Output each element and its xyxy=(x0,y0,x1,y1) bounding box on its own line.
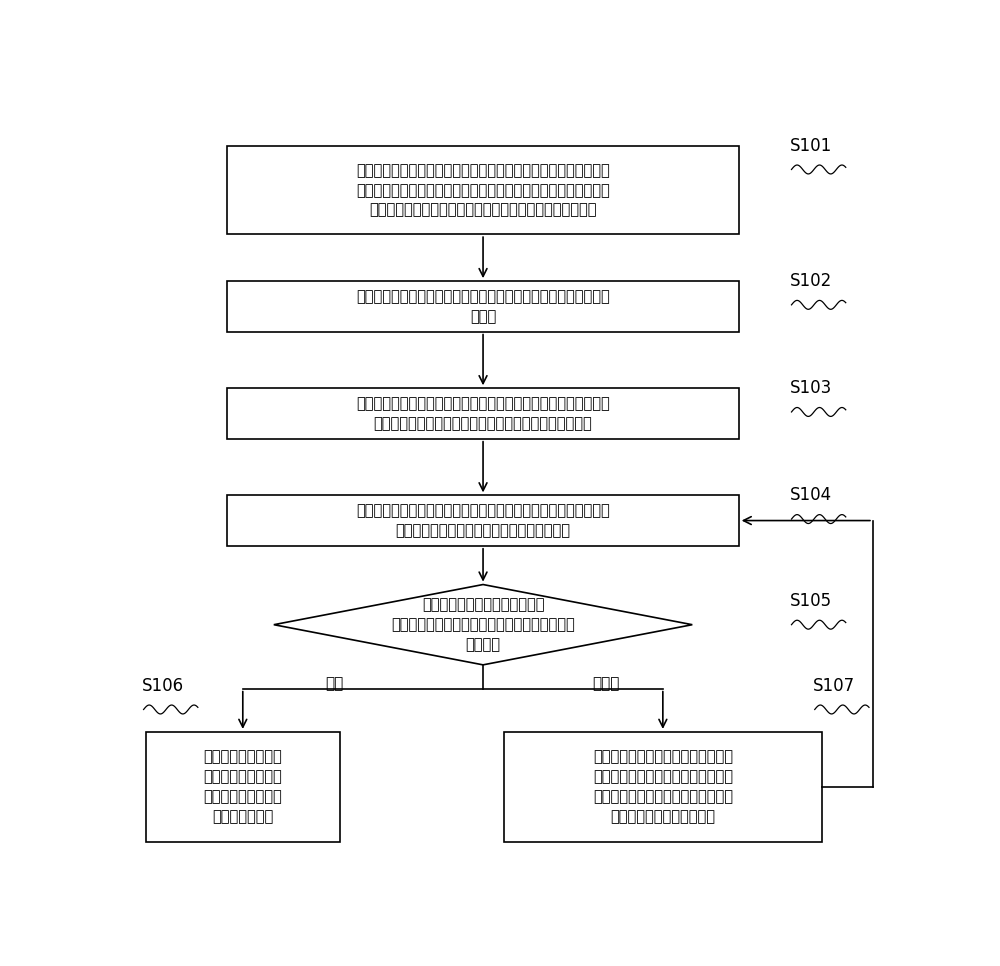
Text: S102: S102 xyxy=(790,272,832,290)
Bar xyxy=(227,147,739,234)
Text: S101: S101 xyxy=(790,136,832,155)
Text: 根据所述的对应层的初始的原状地层电阻率、侵入带电阻率和侵入
半径值，生成对应层的阵列感应模拟响应曲线: 根据所述的对应层的初始的原状地层电阻率、侵入带电阻率和侵入 半径值，生成对应层的… xyxy=(356,503,610,538)
Bar xyxy=(227,496,739,546)
Text: S107: S107 xyxy=(813,676,855,695)
Text: S106: S106 xyxy=(142,676,184,695)
Text: 获取阵列感应测井资料与辅助测井曲线资料，所述阵列感应测井资
料包括从不同阵列单元测量的阵列感应原始响应曲线和由所述阵列
感应原始响应曲线进行合成聚焦处理后的阵列: 获取阵列感应测井资料与辅助测井曲线资料，所述阵列感应测井资 料包括从不同阵列单元… xyxy=(356,163,610,217)
Bar xyxy=(504,732,822,842)
Text: 根据所述阵列感应原始响应曲线，结
合对应层的地质特征，通过交互式反
演修改所述初始的原状地层电阻率、
侵入带电阻率和侵入半径值: 根据所述阵列感应原始响应曲线，结 合对应层的地质特征，通过交互式反 演修改所述初… xyxy=(593,750,733,824)
Bar xyxy=(227,388,739,439)
Bar xyxy=(146,732,340,842)
Text: S104: S104 xyxy=(790,486,832,504)
Text: 不一致: 不一致 xyxy=(592,676,619,691)
Bar xyxy=(227,281,739,331)
Text: S103: S103 xyxy=(790,379,832,397)
Text: S105: S105 xyxy=(790,592,832,610)
Text: 通过几何因子法对所述阵列感应测井曲线进行初步反演，生成对应
层的初始的原状地层电阻率、侵入带电阻率和侵入半径值: 通过几何因子法对所述阵列感应测井曲线进行初步反演，生成对应 层的初始的原状地层电… xyxy=(356,396,610,431)
Text: 根据所述阵列感应测井资料与所述辅助测井曲线资料对测量井段进
行分层: 根据所述阵列感应测井资料与所述辅助测井曲线资料对测量井段进 行分层 xyxy=(356,289,610,324)
Text: 一致: 一致 xyxy=(325,676,343,691)
Polygon shape xyxy=(274,584,692,665)
Text: 将所述初始的原状地
层电阻率、侵入带电
阻率和侵入半径值作
为反演结果输出: 将所述初始的原状地 层电阻率、侵入带电 阻率和侵入半径值作 为反演结果输出 xyxy=(203,750,282,824)
Text: 判断所述对应层的阵列感应模拟
响应曲线与对应层的所述阵列感应原始响应曲线
是否一致: 判断所述对应层的阵列感应模拟 响应曲线与对应层的所述阵列感应原始响应曲线 是否一… xyxy=(391,597,575,652)
